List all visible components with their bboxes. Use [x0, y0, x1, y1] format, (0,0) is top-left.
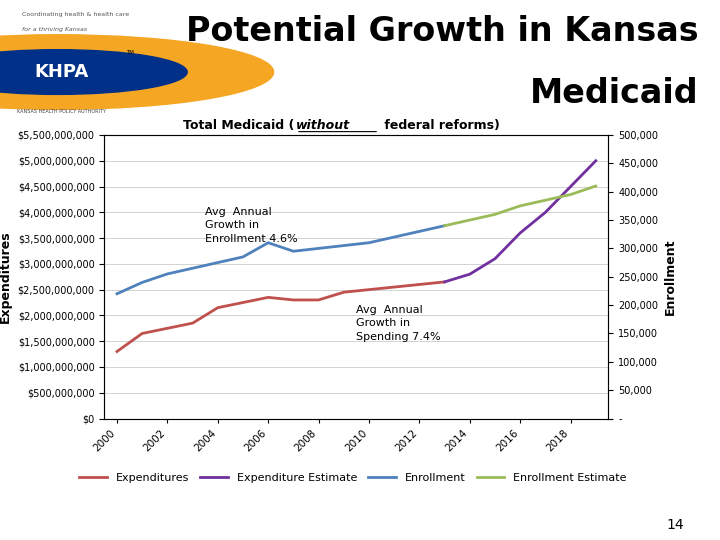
Text: Medicaid: Medicaid — [530, 77, 698, 110]
Text: Potential Growth in Kansas: Potential Growth in Kansas — [186, 15, 698, 48]
Text: TM: TM — [126, 50, 134, 55]
Text: 14: 14 — [667, 518, 684, 532]
Text: federal reforms): federal reforms) — [380, 119, 500, 132]
Y-axis label: Expenditures: Expenditures — [0, 231, 12, 323]
Text: Avg  Annual
Growth in
Enrollment 4.6%: Avg Annual Growth in Enrollment 4.6% — [205, 207, 298, 244]
Text: without: without — [296, 119, 350, 132]
Y-axis label: Enrollment: Enrollment — [664, 239, 677, 315]
Text: for a thriving Kansas: for a thriving Kansas — [22, 28, 86, 32]
Text: KHPA: KHPA — [34, 63, 89, 81]
Circle shape — [0, 35, 274, 109]
Circle shape — [0, 50, 187, 94]
Text: Avg  Annual
Growth in
Spending 7.4%: Avg Annual Growth in Spending 7.4% — [356, 305, 441, 341]
Legend: Expenditures, Expenditure Estimate, Enrollment, Enrollment Estimate: Expenditures, Expenditure Estimate, Enro… — [74, 469, 631, 487]
Text: Coordinating health & health care: Coordinating health & health care — [22, 12, 129, 17]
Text: KANSAS HEALTH POLICY AUTHORITY: KANSAS HEALTH POLICY AUTHORITY — [17, 109, 106, 114]
Text: Total Medicaid (: Total Medicaid ( — [183, 119, 294, 132]
